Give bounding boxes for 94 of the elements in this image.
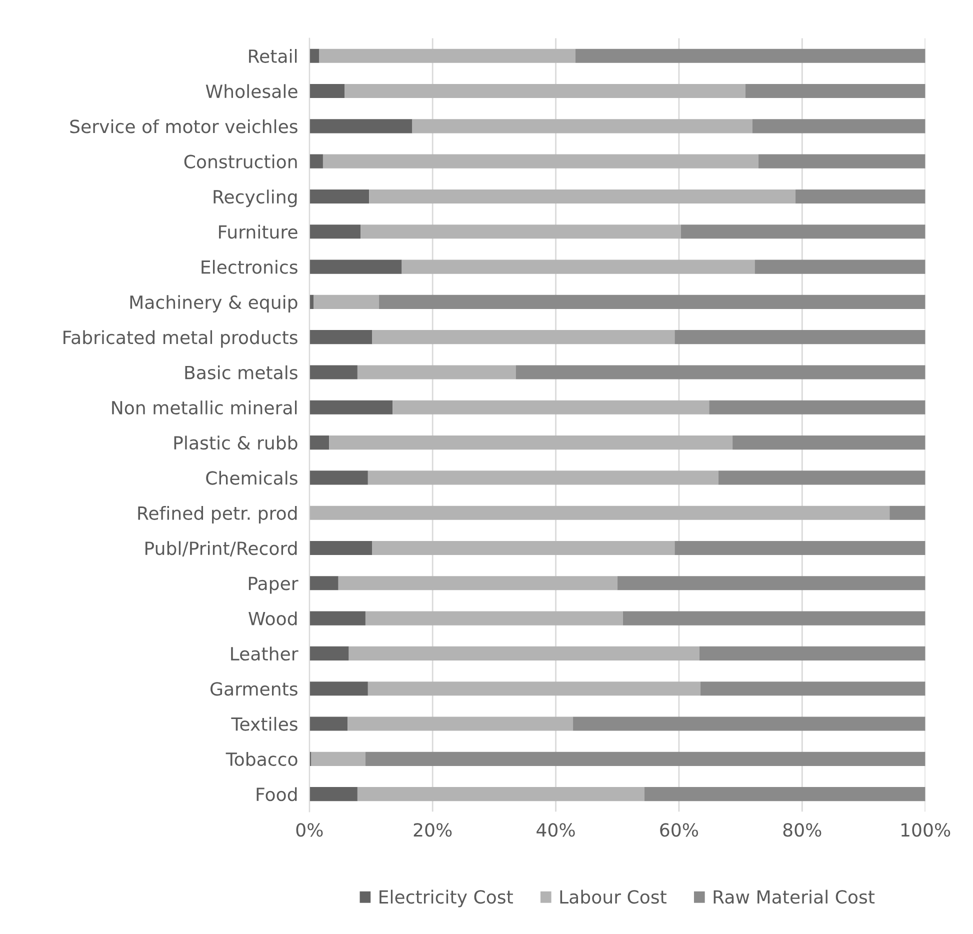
bar xyxy=(575,48,926,63)
bar xyxy=(412,119,752,134)
bar xyxy=(309,365,358,380)
bar xyxy=(309,48,320,63)
bar xyxy=(344,84,746,98)
bar xyxy=(392,400,710,414)
bar xyxy=(732,436,926,450)
x-tick-label: 80% xyxy=(783,823,822,837)
x-tick-label: 0% xyxy=(296,823,323,837)
x-tick-label: 20% xyxy=(414,823,452,837)
bar xyxy=(314,294,380,309)
bar xyxy=(309,436,330,450)
bar xyxy=(309,506,890,520)
bar xyxy=(365,752,926,766)
bar xyxy=(674,540,926,556)
bar xyxy=(617,576,926,590)
bar xyxy=(890,506,926,520)
bar xyxy=(752,119,926,134)
bar xyxy=(309,716,348,731)
bar xyxy=(745,84,926,98)
bar xyxy=(680,224,926,239)
bar xyxy=(365,611,623,626)
bar xyxy=(795,189,926,204)
x-tick-label: 100% xyxy=(901,823,950,837)
y-tick-label: Garments xyxy=(210,682,298,696)
bar xyxy=(311,752,366,766)
bar xyxy=(309,646,349,660)
y-tick-label: Service of motor veichles xyxy=(70,119,298,134)
y-tick-label: Food xyxy=(256,787,297,802)
bar xyxy=(754,260,926,274)
y-tick-label: Machinery & equip xyxy=(130,295,298,313)
y-tick-label: Textiles xyxy=(231,716,298,731)
bar xyxy=(348,646,700,660)
y-tick-label: Retail xyxy=(249,49,297,63)
y-tick-label: Electronics xyxy=(202,260,298,274)
bar xyxy=(309,682,368,696)
bar xyxy=(309,330,372,344)
bar xyxy=(368,470,718,485)
bar xyxy=(758,154,926,168)
bar xyxy=(372,540,675,556)
bar xyxy=(357,787,644,802)
bar xyxy=(309,400,393,414)
bar xyxy=(338,576,618,590)
y-tick-label: Wood xyxy=(248,611,297,626)
y-tick-label: Construction xyxy=(184,154,297,168)
y-tick-label: Chemicals xyxy=(206,470,298,485)
bar xyxy=(700,682,926,696)
legend-label: Electricity Cost xyxy=(380,890,513,908)
bar xyxy=(309,787,358,802)
bar xyxy=(309,84,345,98)
legend-label: Labour Cost xyxy=(560,890,666,904)
bar xyxy=(699,646,926,660)
bar xyxy=(322,154,758,168)
bar xyxy=(309,470,368,485)
bar xyxy=(644,787,926,802)
bar xyxy=(348,716,574,731)
bar xyxy=(369,189,796,204)
bar xyxy=(309,189,370,204)
bar xyxy=(309,611,366,626)
y-tick-label: Tobacco xyxy=(226,752,298,766)
y-tick-label: Leather xyxy=(231,646,298,661)
y-tick-label: Refined petr. prod xyxy=(138,506,297,524)
bar xyxy=(309,154,323,168)
bar xyxy=(674,330,926,344)
y-tick-label: Recycling xyxy=(214,190,297,208)
bar xyxy=(709,400,926,414)
y-tick-label: Plastic & rubb xyxy=(174,436,298,450)
bar xyxy=(622,611,926,626)
bar xyxy=(329,436,733,450)
bar xyxy=(309,119,412,134)
bar xyxy=(357,365,516,380)
y-tick-label: Fabricated metal products xyxy=(64,330,298,348)
x-tick-label: 40% xyxy=(536,823,575,837)
y-tick-label: Publ/Print/Record xyxy=(146,541,297,557)
bar xyxy=(372,330,675,344)
bar xyxy=(516,365,926,380)
bar xyxy=(360,224,681,239)
y-tick-label: Non metallic mineral xyxy=(112,400,297,415)
bar xyxy=(309,540,372,556)
bar xyxy=(319,48,576,63)
bar xyxy=(718,470,926,485)
bar xyxy=(309,260,402,274)
x-tick-label: 60% xyxy=(660,823,698,837)
bar xyxy=(309,224,361,239)
bar xyxy=(368,682,701,696)
y-tick-label: Wholesale xyxy=(206,84,298,98)
y-tick-label: Furniture xyxy=(219,224,298,239)
bar xyxy=(573,716,926,731)
legend-label: Raw Material Cost xyxy=(714,890,875,904)
bar xyxy=(402,260,755,274)
bar xyxy=(379,294,926,309)
y-tick-label: Basic metals xyxy=(185,365,298,380)
bar xyxy=(309,576,338,590)
y-tick-label: Paper xyxy=(248,576,298,594)
